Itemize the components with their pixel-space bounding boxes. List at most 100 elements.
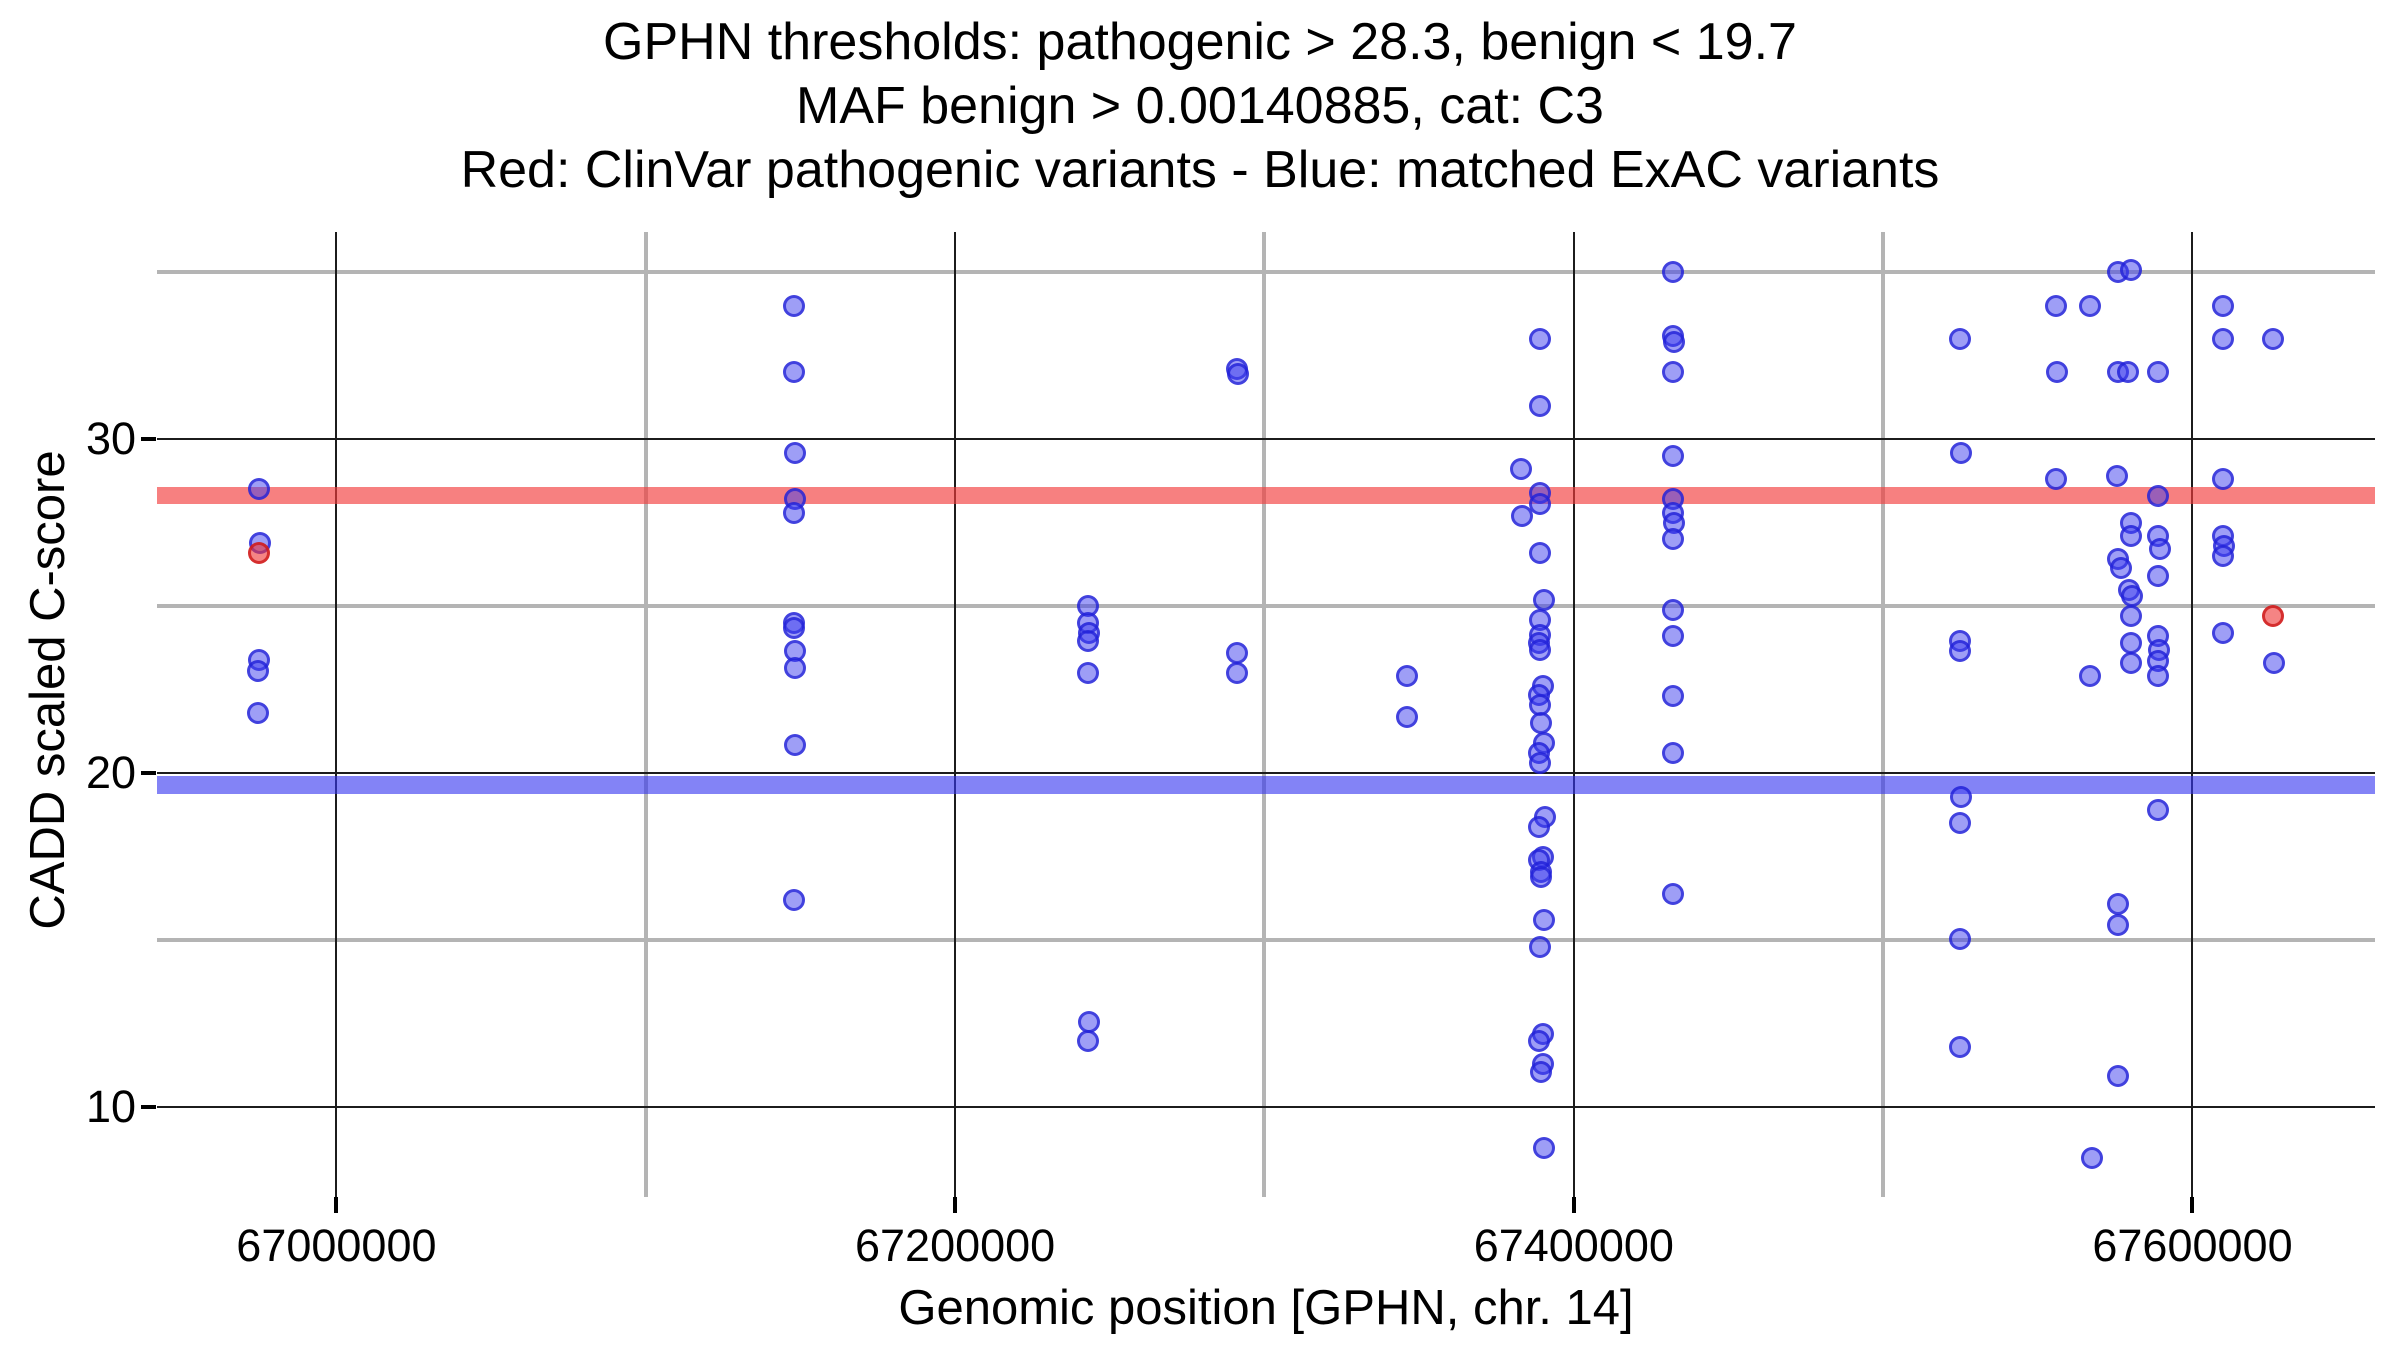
exac-variant-point [1528,394,1551,417]
exac-variant-point [1510,505,1533,528]
exac-variant-point [1661,882,1684,905]
exac-variant-point [1225,642,1248,665]
exac-variant-point [1510,458,1533,481]
exac-variant-point [246,702,269,725]
exac-variant-point [2116,361,2139,384]
y-major-gridline [157,1106,2375,1109]
exac-variant-point [1948,1036,1971,1059]
exac-variant-point [2119,605,2142,628]
exac-variant-point [2045,468,2068,491]
exac-variant-point [2147,484,2170,507]
exac-variant-point [1529,865,1552,888]
plot-title: GPHN thresholds: pathogenic > 28.3, beni… [0,10,2400,202]
exac-variant-point [2212,327,2235,350]
exac-variant-point [1661,528,1684,551]
x-axis-title: Genomic position [GPHN, chr. 14] [898,1281,1634,1335]
exac-variant-point [2106,464,2129,487]
exac-variant-point [248,478,271,501]
x-major-gridline [335,232,338,1197]
exac-variant-point [2121,585,2144,608]
exac-variant-point [783,441,806,464]
exac-variant-point [2212,621,2235,644]
plot-title-line-3: Red: ClinVar pathogenic variants - Blue:… [460,141,1940,199]
exac-variant-point [1950,785,1973,808]
exac-variant-point [1661,261,1684,284]
exac-variant-point [784,733,807,756]
exac-variant-point [783,501,806,524]
y-axis-tick-label: 10 [85,1081,136,1133]
exac-variant-point [1949,327,1972,350]
exac-variant-point [1533,588,1556,611]
exac-variant-point [2046,361,2069,384]
exac-variant-point [2107,1064,2130,1087]
exac-variant-point [1661,598,1684,621]
exac-variant-point [1661,444,1684,467]
exac-variant-point [2212,468,2235,491]
x-axis-tick-label: 67200000 [854,1220,1056,1271]
x-axis-tick [1571,1197,1576,1213]
exac-variant-point [1949,812,1972,835]
exac-variant-point [1661,685,1684,708]
x-minor-gridline [1881,232,1886,1197]
exac-variant-point [2147,665,2170,688]
exac-variant-point [2079,294,2102,317]
benign-threshold-band [157,776,2375,795]
exac-variant-point [2119,652,2142,675]
y-axis-tick-label: 30 [85,413,136,465]
exac-variant-point [1527,815,1550,838]
exac-variant-point [1949,640,1972,663]
exac-variant-point [2261,327,2284,350]
exac-variant-point [1225,662,1248,685]
exac-variant-point [2080,1146,2103,1169]
exac-variant-point [1661,625,1684,648]
exac-variant-point [1661,742,1684,765]
x-axis-tick-label: 67000000 [236,1220,437,1271]
exac-variant-point [1226,363,1249,385]
exac-variant-point [1529,638,1552,661]
exac-variant-point [2107,892,2130,915]
exac-variant-point [1528,541,1551,564]
exac-variant-point [2107,914,2130,937]
exac-variant-point [783,616,806,639]
y-minor-gridline [157,270,2375,275]
exac-variant-point [2119,259,2142,282]
exac-variant-point [2212,294,2235,317]
x-axis-tick-label: 67600000 [2092,1220,2293,1271]
exac-variant-point [2212,545,2235,568]
exac-variant-point [1528,936,1551,959]
exac-variant-point [1529,493,1552,516]
y-minor-gridline [157,938,2375,943]
exac-variant-point [2147,361,2170,384]
x-minor-gridline [643,232,648,1197]
y-axis-tick [141,437,156,442]
exac-variant-point [1077,630,1100,653]
exac-variant-point [1077,1029,1100,1052]
exac-variant-point [1949,927,1972,950]
exac-variant-point [1528,327,1551,350]
clinvar-pathogenic-point [2261,605,2284,628]
exac-variant-point [1528,752,1551,775]
x-axis-tick [2190,1197,2195,1213]
exac-variant-point [247,660,270,683]
x-minor-gridline [1262,232,1267,1197]
y-major-gridline [157,438,2375,441]
exac-variant-point [2119,631,2142,654]
exac-variant-point [1530,1061,1553,1084]
exac-variant-point [783,889,806,912]
y-major-gridline [157,772,2375,775]
plot-title-line-2: MAF benign > 0.00140885, cat: C3 [796,77,1604,135]
exac-variant-point [1395,665,1418,688]
exac-variant-point [1533,909,1556,932]
y-axis-title: CADD scaled C-score [21,450,75,930]
plot-title-line-1: GPHN thresholds: pathogenic > 28.3, beni… [603,13,1797,71]
exac-variant-point [2079,665,2102,688]
exac-variant-point [1528,1029,1551,1052]
clinvar-pathogenic-point [248,541,271,564]
x-axis-tick [334,1197,339,1213]
exac-variant-point [783,294,806,317]
exac-variant-point [2119,525,2142,548]
pathogenic-threshold-band [157,487,2375,505]
x-axis-tick [953,1197,958,1213]
plot-panel [157,232,2375,1197]
